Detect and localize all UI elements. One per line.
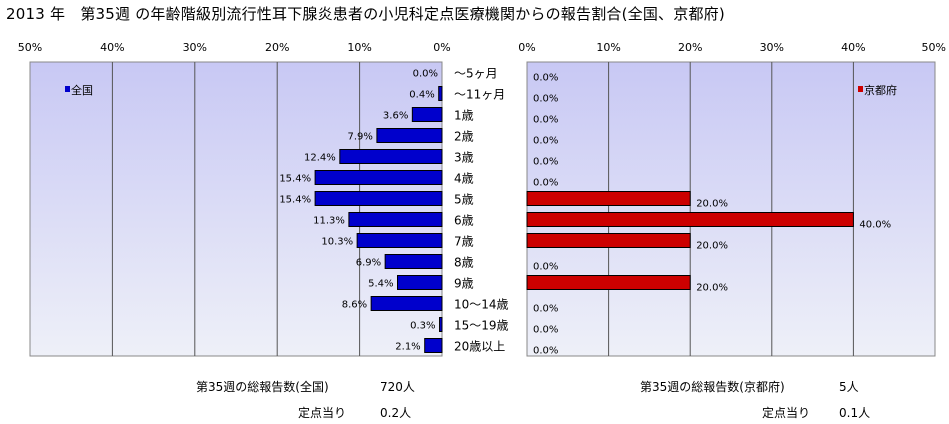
left-legend-label: 全国 <box>71 83 93 97</box>
zenkoku-data-label: 8.6% <box>342 300 367 311</box>
zenkoku-bar <box>314 170 443 185</box>
kyoto-per-value: 0.1人 <box>839 406 871 420</box>
zenkoku-data-label: 0.3% <box>410 321 435 332</box>
kyoto-bar <box>526 191 691 206</box>
right-legend-label: 京都府 <box>864 83 897 97</box>
kyoto-data-label: 20.0% <box>696 199 728 210</box>
chart-title: 2013 年 第35週 の年齢階級別流行性耳下腺炎患者の小児科定点医療機関からの… <box>6 5 725 23</box>
right-tick-label: 10% <box>596 41 620 54</box>
kyoto-bar <box>526 212 854 227</box>
zenkoku-data-label: 6.9% <box>356 258 381 269</box>
left-tick-label: 40% <box>100 41 124 54</box>
left-tick-label: 10% <box>347 41 371 54</box>
zenkoku-bar <box>439 317 443 332</box>
zenkoku-bar <box>339 149 443 164</box>
kyoto-data-label: 0.0% <box>533 73 558 84</box>
zenkoku-bar <box>356 233 443 248</box>
left-tick-label: 50% <box>18 41 42 54</box>
kyoto-total-value: 5人 <box>839 380 859 394</box>
right-tick-label: 0% <box>518 41 535 54</box>
kyoto-data-label: 0.0% <box>533 94 558 105</box>
right-plot-area <box>526 61 936 357</box>
zenkoku-bar <box>424 338 443 353</box>
kyoto-data-label: 0.0% <box>533 262 558 273</box>
zenkoku-bar <box>370 296 443 311</box>
zenkoku-bar <box>376 128 443 143</box>
category-label: 1歳 <box>454 109 474 123</box>
kyoto-per-label: 定点当り <box>762 406 811 420</box>
zenkoku-total-value: 720人 <box>380 380 415 394</box>
left-tick-label: 0% <box>433 41 450 54</box>
category-label: ～5ヶ月 <box>454 67 498 81</box>
kyoto-data-label: 0.0% <box>533 178 558 189</box>
zenkoku-bar <box>384 254 443 269</box>
category-label: 6歳 <box>454 214 474 228</box>
category-label: 7歳 <box>454 235 474 249</box>
category-label: 5歳 <box>454 193 474 207</box>
zenkoku-data-label: 2.1% <box>395 342 420 353</box>
kyoto-total-label: 第35週の総報告数(京都府) <box>640 380 785 394</box>
right-tick-label: 40% <box>841 41 865 54</box>
zenkoku-data-label: 5.4% <box>368 279 393 290</box>
zenkoku-data-label: 0.4% <box>409 90 434 101</box>
zenkoku-data-label: 15.4% <box>279 174 311 185</box>
category-label: 10～14歳 <box>454 298 509 312</box>
zenkoku-data-label: 0.0% <box>413 69 438 80</box>
zenkoku-bar <box>397 275 443 290</box>
kyoto-data-label: 0.0% <box>533 136 558 147</box>
left-legend-swatch <box>65 86 70 92</box>
kyoto-data-label: 20.0% <box>696 241 728 252</box>
left-tick-label: 30% <box>183 41 207 54</box>
zenkoku-per-label: 定点当り <box>298 406 347 420</box>
zenkoku-data-label: 12.4% <box>304 153 336 164</box>
kyoto-data-label: 0.0% <box>533 304 558 315</box>
zenkoku-data-label: 10.3% <box>321 237 353 248</box>
left-tick-label: 20% <box>265 41 289 54</box>
kyoto-data-label: 20.0% <box>696 283 728 294</box>
zenkoku-data-label: 15.4% <box>279 195 311 206</box>
zenkoku-bar <box>438 86 443 101</box>
category-label: 4歳 <box>454 172 474 186</box>
left-plot-area <box>29 61 443 357</box>
kyoto-bar <box>526 233 691 248</box>
zenkoku-bar <box>348 212 443 227</box>
category-label: 8歳 <box>454 256 474 270</box>
kyoto-bar <box>526 275 691 290</box>
kyoto-data-label: 0.0% <box>533 115 558 126</box>
right-legend-swatch <box>858 86 863 92</box>
zenkoku-per-value: 0.2人 <box>380 406 412 420</box>
kyoto-data-label: 0.0% <box>533 325 558 336</box>
zenkoku-data-label: 11.3% <box>313 216 345 227</box>
zenkoku-total-label: 第35週の総報告数(全国) <box>196 380 329 394</box>
zenkoku-data-label: 7.9% <box>347 132 372 143</box>
category-label: 9歳 <box>454 277 474 291</box>
right-tick-label: 50% <box>922 41 946 54</box>
zenkoku-bar <box>411 107 443 122</box>
category-label: 15～19歳 <box>454 319 509 333</box>
right-tick-label: 20% <box>678 41 702 54</box>
kyoto-data-label: 0.0% <box>533 346 558 357</box>
kyoto-data-label: 0.0% <box>533 157 558 168</box>
right-tick-label: 30% <box>760 41 784 54</box>
zenkoku-data-label: 3.6% <box>383 111 408 122</box>
category-label: 2歳 <box>454 130 474 144</box>
category-label: ～11ヶ月 <box>454 88 505 102</box>
category-label: 20歳以上 <box>454 340 505 354</box>
kyoto-data-label: 40.0% <box>859 220 891 231</box>
category-label: 3歳 <box>454 151 474 165</box>
zenkoku-bar <box>314 191 443 206</box>
